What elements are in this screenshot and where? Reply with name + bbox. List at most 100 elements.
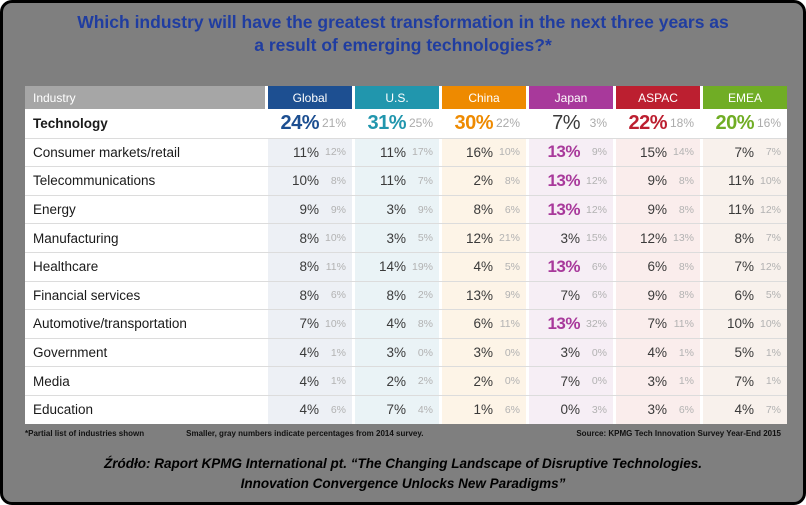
value-2014: 11% [499, 317, 520, 330]
value-current: 8% [299, 259, 319, 275]
value-cell-japan: 7% 0% [526, 367, 613, 395]
value-2014: 12% [759, 203, 781, 216]
value-cell-china: 2% 0% [439, 367, 526, 395]
industry-label: Education [33, 402, 94, 418]
industry-label: Media [33, 373, 70, 389]
value-current: 14% [378, 259, 406, 275]
value-current: 7% [560, 287, 580, 303]
value-cell-global: 9% 9% [265, 195, 352, 224]
value-current: 7% [560, 373, 580, 389]
value-current: 8% [299, 287, 319, 303]
value-2014: 7% [417, 174, 433, 187]
value-current: 8% [386, 287, 406, 303]
value-2014: 2% [417, 289, 433, 302]
value-current: 6% [647, 259, 667, 275]
industry-label: Telecommunications [33, 173, 156, 189]
value-cell-aspac: 15% 14% [613, 138, 700, 167]
value-2014: 17% [411, 146, 433, 159]
value-cell-us: 8% 2% [352, 281, 439, 310]
title-line-2: a result of emerging technologies?* [254, 35, 552, 56]
column-header-japan: Japan [526, 86, 613, 109]
value-cell-japan: 7% 6% [526, 281, 613, 310]
value-2014: 8% [678, 203, 694, 216]
value-cell-japan: 13% 32% [526, 310, 613, 338]
value-2014: 11% [673, 317, 694, 330]
value-current: 9% [299, 202, 319, 218]
value-2014: 19% [411, 260, 433, 273]
table-row: Telecommunications 10% 8% 11% 7% 2% 8% 13% 12% 9%… [25, 166, 787, 195]
value-cell-global: 10% 8% [265, 167, 352, 195]
value-current: 8% [473, 202, 493, 218]
value-current: 13% [547, 142, 580, 162]
value-cell-aspac: 4% 1% [613, 338, 700, 367]
value-cell-global: 8% 11% [265, 252, 352, 281]
value-cell-us: 3% 9% [352, 195, 439, 224]
value-2014: 21% [321, 116, 346, 131]
table-row: Manufacturing 8% 10% 3% 5% 12% 21% 3% 15% 12% 13% 8… [25, 223, 787, 252]
value-current: 11% [727, 173, 754, 189]
value-current: 0% [560, 402, 580, 418]
value-2014: 6% [504, 203, 520, 216]
value-current: 8% [734, 230, 754, 246]
value-cell-aspac: 3% 1% [613, 367, 700, 395]
value-2014: 6% [591, 289, 607, 302]
value-cell-aspac: 7% 11% [613, 310, 700, 338]
value-current: 11% [292, 144, 319, 160]
caption-line-2: Innovation Convergence Unlocks New Parad… [240, 475, 566, 491]
value-current: 1% [473, 402, 493, 418]
value-2014: 5% [417, 232, 433, 245]
value-2014: 1% [765, 375, 781, 388]
value-2014: 7% [765, 403, 781, 416]
value-cell-aspac: 9% 8% [613, 167, 700, 195]
value-cell-china: 13% 9% [439, 281, 526, 310]
value-cell-emea: 6% 5% [700, 281, 787, 310]
value-current: 2% [386, 373, 406, 389]
value-2014: 9% [417, 203, 433, 216]
value-cell-emea: 20% 16% [700, 109, 787, 138]
value-2014: 6% [591, 260, 607, 273]
table-row: Education 4% 6% 7% 4% 1% 6% 0% 3% 3% 6% 4% 7% [25, 394, 787, 424]
value-cell-emea: 11% 12% [700, 195, 787, 224]
value-cell-global: 11% 12% [265, 138, 352, 167]
value-cell-japan: 13% 12% [526, 195, 613, 224]
report-caption: Źródło: Raport KPMG International pt. “T… [3, 454, 803, 493]
column-header-global: Global [265, 86, 352, 109]
value-2014: 5% [504, 260, 520, 273]
value-2014: 1% [330, 375, 346, 388]
value-cell-japan: 13% 6% [526, 252, 613, 281]
value-current: 11% [379, 173, 406, 189]
value-2014: 12% [585, 174, 607, 187]
value-current: 3% [647, 373, 667, 389]
value-current: 4% [473, 259, 493, 275]
footnote-gray-numbers: Smaller, gray numbers indicate percentag… [186, 429, 424, 438]
value-current: 3% [386, 230, 406, 246]
table-body: Technology 24% 21% 31% 25% 30% 22% 7% 3% 22% 18% 20… [25, 109, 787, 424]
value-2014: 9% [504, 289, 520, 302]
value-cell-china: 12% 21% [439, 224, 526, 252]
value-current: 7% [734, 144, 754, 160]
value-cell-us: 11% 17% [352, 138, 439, 167]
value-cell-china: 4% 5% [439, 252, 526, 281]
value-2014: 16% [756, 116, 781, 131]
value-cell-emea: 10% 10% [700, 310, 787, 338]
value-cell-us: 11% 7% [352, 167, 439, 195]
table-row: Healthcare 8% 11% 14% 19% 4% 5% 13% 6% 6% 8% 7% 12% [25, 251, 787, 281]
value-2014: 3% [589, 116, 607, 131]
value-2014: 14% [672, 146, 694, 159]
value-2014: 9% [591, 146, 607, 159]
value-2014: 10% [324, 232, 346, 245]
value-2014: 6% [330, 289, 346, 302]
value-cell-china: 16% 10% [439, 138, 526, 167]
value-cell-emea: 8% 7% [700, 224, 787, 252]
value-current: 15% [639, 144, 667, 160]
column-header-industry: Industry [25, 86, 265, 109]
value-2014: 0% [504, 375, 520, 388]
value-2014: 32% [585, 317, 607, 330]
value-cell-global: 8% 6% [265, 281, 352, 310]
value-2014: 18% [669, 116, 694, 131]
value-current: 9% [647, 287, 667, 303]
value-2014: 8% [330, 174, 346, 187]
value-cell-china: 3% 0% [439, 338, 526, 367]
value-2014: 10% [759, 317, 781, 330]
